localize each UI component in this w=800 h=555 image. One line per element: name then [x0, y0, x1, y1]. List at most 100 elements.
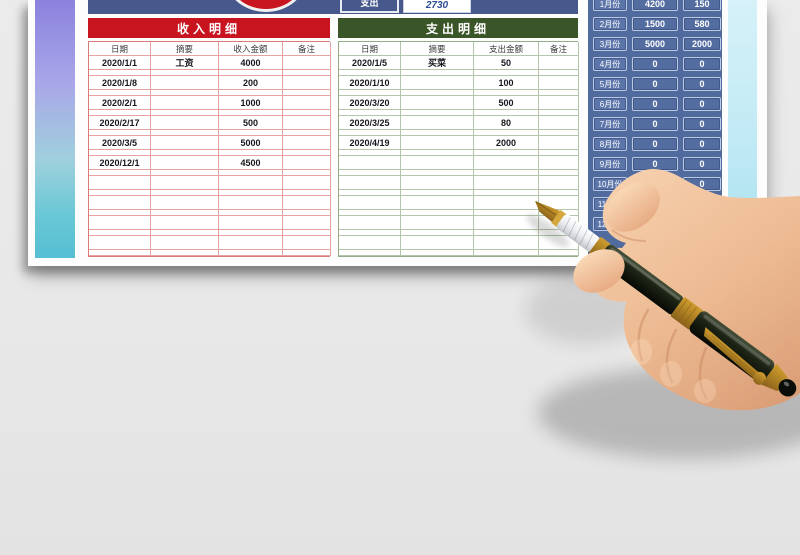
month-value-cell[interactable]: 0 — [683, 137, 721, 151]
table-cell[interactable] — [539, 136, 579, 150]
month-value-cell[interactable] — [683, 217, 721, 231]
month-value-cell[interactable]: 0 — [632, 117, 678, 131]
table-cell[interactable] — [474, 196, 539, 210]
table-cell[interactable] — [474, 156, 539, 170]
table-cell[interactable] — [539, 196, 579, 210]
table-cell[interactable] — [283, 116, 331, 130]
month-value-cell[interactable]: 0 — [632, 97, 678, 111]
table-cell[interactable] — [151, 156, 219, 170]
table-cell[interactable] — [474, 176, 539, 190]
table-cell[interactable] — [151, 196, 219, 210]
table-cell[interactable] — [89, 236, 151, 250]
table-cell[interactable] — [151, 236, 219, 250]
month-value-cell[interactable]: 4200 — [632, 0, 678, 11]
table-cell[interactable]: 200 — [219, 76, 283, 90]
month-value-cell[interactable]: 0 — [632, 57, 678, 71]
table-cell[interactable] — [151, 176, 219, 190]
table-cell[interactable]: 2020/3/25 — [339, 116, 401, 130]
table-cell[interactable] — [283, 196, 331, 210]
table-cell[interactable] — [539, 156, 579, 170]
month-value-cell[interactable]: 5000 — [632, 37, 678, 51]
table-cell[interactable] — [151, 116, 219, 130]
table-cell[interactable]: 1000 — [219, 96, 283, 110]
table-cell[interactable]: 50 — [474, 56, 539, 70]
table-cell[interactable] — [401, 176, 474, 190]
table-cell[interactable] — [539, 176, 579, 190]
month-value-cell[interactable]: 0 — [683, 117, 721, 131]
table-cell[interactable]: 4500 — [219, 156, 283, 170]
table-cell[interactable] — [89, 216, 151, 230]
table-cell[interactable] — [539, 216, 579, 230]
table-cell[interactable] — [283, 236, 331, 250]
table-cell[interactable] — [283, 56, 331, 70]
table-cell[interactable] — [401, 116, 474, 130]
month-value-cell[interactable]: 0 — [683, 77, 721, 91]
month-value-cell[interactable]: 150 — [683, 0, 721, 11]
table-cell[interactable] — [283, 156, 331, 170]
month-value-cell[interactable]: 580 — [683, 17, 721, 31]
table-cell[interactable]: 500 — [474, 96, 539, 110]
table-cell[interactable] — [89, 176, 151, 190]
table-cell[interactable] — [539, 56, 579, 70]
month-value-cell[interactable]: 0 — [683, 97, 721, 111]
table-cell[interactable] — [339, 216, 401, 230]
table-cell[interactable] — [283, 216, 331, 230]
expense-total-value-cell[interactable]: 2730 — [403, 0, 471, 13]
table-cell[interactable] — [474, 216, 539, 230]
table-cell[interactable] — [89, 196, 151, 210]
table-cell[interactable] — [401, 96, 474, 110]
table-cell[interactable] — [539, 236, 579, 250]
month-value-cell[interactable]: 1500 — [632, 17, 678, 31]
table-cell[interactable]: 买菜 — [401, 56, 474, 70]
table-cell[interactable] — [283, 76, 331, 90]
table-cell[interactable]: 2020/12/1 — [89, 156, 151, 170]
month-value-cell[interactable]: 0 — [683, 57, 721, 71]
table-cell[interactable]: 2020/3/20 — [339, 96, 401, 110]
table-cell[interactable] — [283, 176, 331, 190]
table-cell[interactable]: 2020/2/1 — [89, 96, 151, 110]
month-value-cell[interactable]: 0 — [683, 157, 721, 171]
table-cell[interactable] — [151, 96, 219, 110]
table-cell[interactable] — [219, 216, 283, 230]
table-cell[interactable]: 工资 — [151, 56, 219, 70]
table-cell[interactable] — [339, 176, 401, 190]
month-value-cell[interactable] — [683, 197, 721, 211]
table-cell[interactable] — [339, 156, 401, 170]
table-cell[interactable] — [283, 96, 331, 110]
table-cell[interactable] — [401, 136, 474, 150]
table-cell[interactable] — [401, 196, 474, 210]
table-cell[interactable] — [401, 216, 474, 230]
month-value-cell[interactable]: 0 — [632, 77, 678, 91]
table-cell[interactable] — [401, 76, 474, 90]
table-cell[interactable] — [339, 196, 401, 210]
table-cell[interactable]: 2020/1/10 — [339, 76, 401, 90]
table-cell[interactable] — [539, 116, 579, 130]
table-cell[interactable]: 2020/1/1 — [89, 56, 151, 70]
table-cell[interactable] — [539, 96, 579, 110]
month-value-cell[interactable]: 0 — [683, 177, 721, 191]
month-value-cell[interactable]: 0 — [632, 137, 678, 151]
table-cell[interactable]: 5000 — [219, 136, 283, 150]
month-value-cell[interactable]: 0 — [632, 157, 678, 171]
table-cell[interactable]: 2020/2/17 — [89, 116, 151, 130]
table-cell[interactable] — [283, 136, 331, 150]
table-cell[interactable]: 100 — [474, 76, 539, 90]
table-cell[interactable] — [474, 236, 539, 250]
table-cell[interactable] — [401, 236, 474, 250]
table-cell[interactable] — [401, 156, 474, 170]
month-value-cell[interactable] — [632, 197, 678, 211]
month-value-cell[interactable] — [632, 217, 678, 231]
table-cell[interactable] — [151, 76, 219, 90]
table-cell[interactable] — [219, 236, 283, 250]
table-cell[interactable]: 2000 — [474, 136, 539, 150]
table-cell[interactable]: 2020/1/8 — [89, 76, 151, 90]
table-cell[interactable]: 500 — [219, 116, 283, 130]
table-cell[interactable] — [151, 136, 219, 150]
table-cell[interactable] — [219, 196, 283, 210]
table-cell[interactable] — [219, 176, 283, 190]
table-cell[interactable]: 2020/1/5 — [339, 56, 401, 70]
table-cell[interactable]: 80 — [474, 116, 539, 130]
table-cell[interactable]: 2020/4/19 — [339, 136, 401, 150]
month-value-cell[interactable]: 0 — [632, 177, 678, 191]
table-cell[interactable] — [339, 236, 401, 250]
